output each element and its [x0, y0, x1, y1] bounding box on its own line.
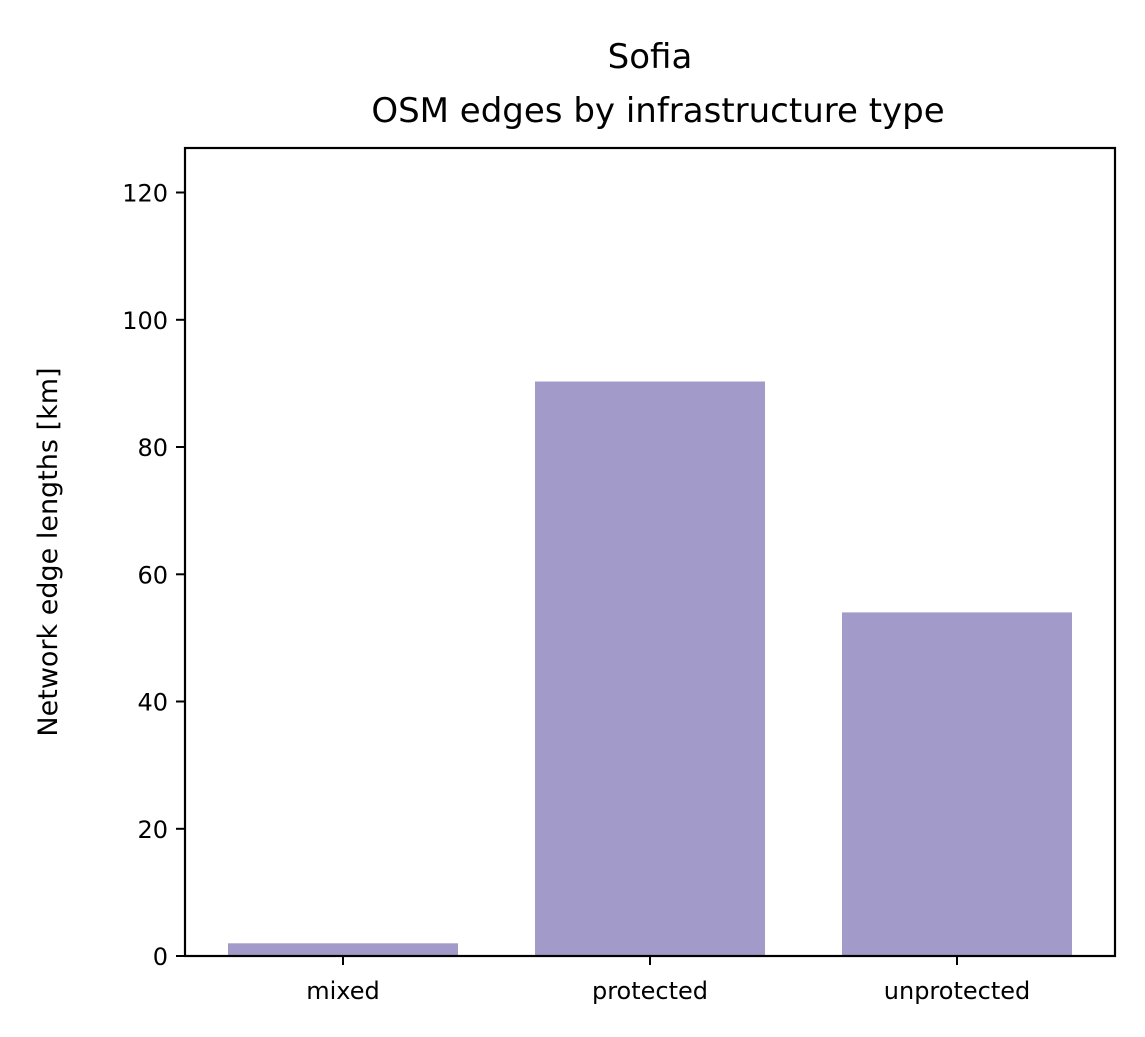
x-tick-label-mixed: mixed	[306, 977, 380, 1005]
y-tick-label-40: 40	[137, 689, 168, 717]
bar-protected	[535, 381, 765, 956]
x-tick-label-unprotected: unprotected	[884, 977, 1030, 1005]
bar-unprotected	[842, 612, 1072, 956]
chart-title-line-city: Sofia	[608, 37, 693, 77]
bar-mixed	[228, 943, 458, 956]
chart-title: Sofia OSM edges by infrastructure type	[371, 37, 944, 131]
y-tick-label-20: 20	[137, 816, 168, 844]
y-tick-label-120: 120	[122, 180, 168, 208]
bars-group	[228, 381, 1072, 956]
y-axis-label: Network edge lengths [km]	[33, 367, 64, 736]
x-axis: mixed protected unprotected	[306, 956, 1030, 1005]
chart-title-line-subtitle: OSM edges by infrastructure type	[371, 91, 944, 131]
y-tick-label-80: 80	[137, 434, 168, 462]
y-axis: 0 20 40 60 80 100 120	[122, 180, 185, 971]
y-tick-label-60: 60	[137, 561, 168, 589]
y-tick-label-0: 0	[153, 943, 168, 971]
x-tick-label-protected: protected	[592, 977, 708, 1005]
y-tick-label-100: 100	[122, 307, 168, 335]
